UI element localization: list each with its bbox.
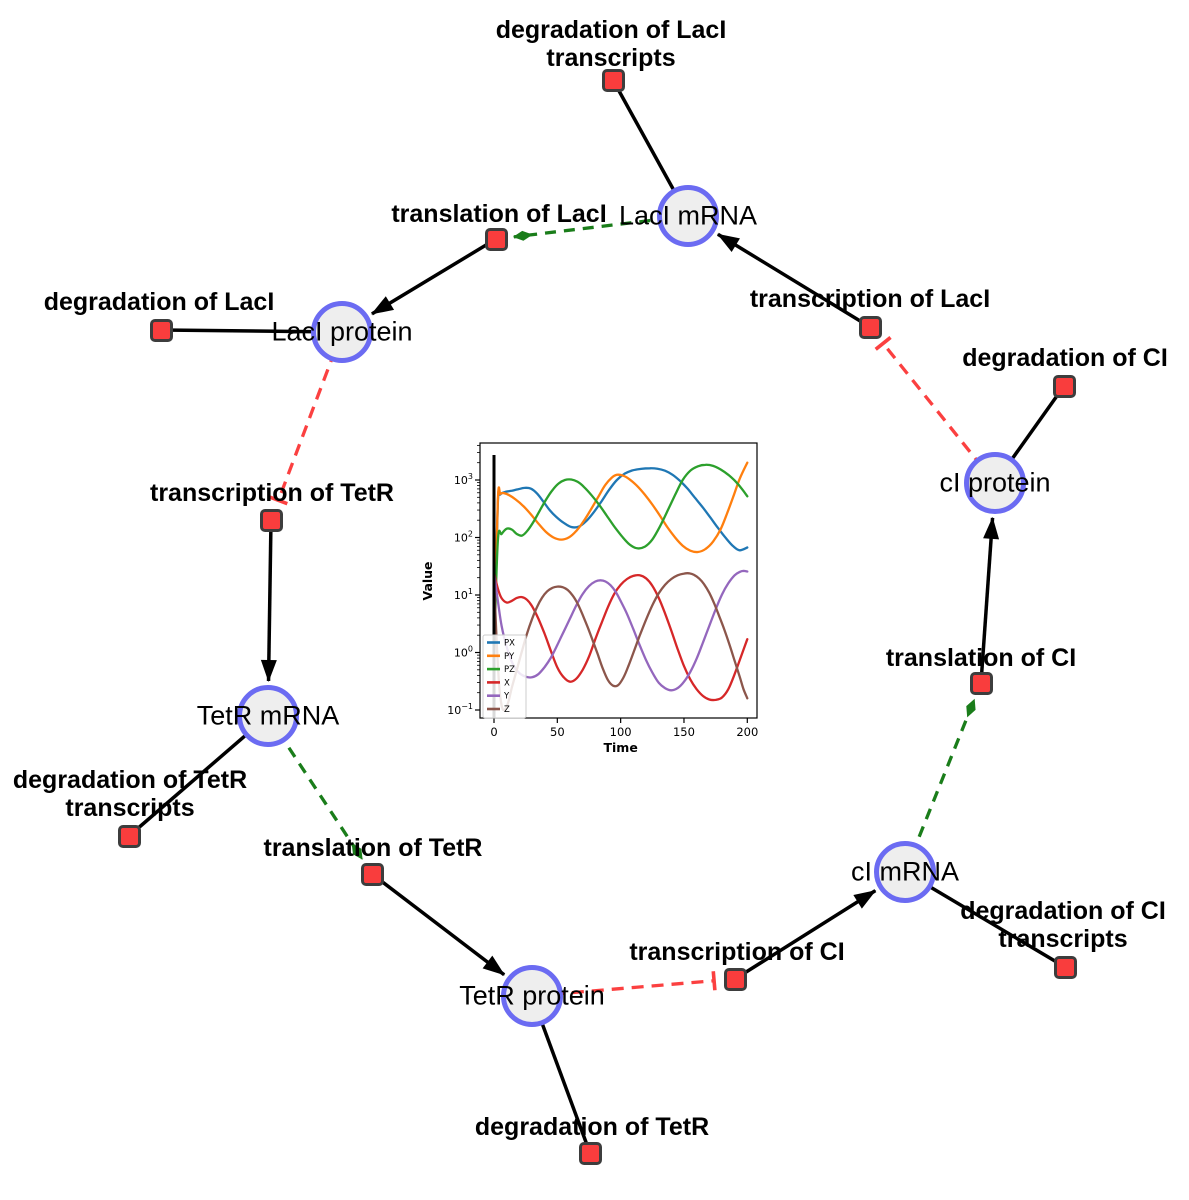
legend-label-PY: PY <box>504 652 515 662</box>
species-node-ci_mrna[interactable] <box>874 841 936 903</box>
chart-series-PX <box>492 467 749 657</box>
reaction-label-transcription_laci: transcription of LacI <box>749 285 991 313</box>
reaction-label-translation_laci: translation of LacI <box>391 200 607 228</box>
chart-series-X <box>492 570 749 702</box>
legend-label-PX: PX <box>504 639 515 649</box>
legend-label-Y: Y <box>503 692 510 702</box>
x-tick-label: 100 <box>610 725 632 739</box>
edge-product-translation_tetr-tetr_protein <box>370 872 506 977</box>
reaction-label-translation_tetr: translation of TetR <box>263 834 483 862</box>
y-tick-label: 10−1 <box>447 702 473 717</box>
reaction-node-transcription_ci[interactable] <box>723 967 747 991</box>
y-tick-label: 101 <box>454 587 473 602</box>
edge-product-transcription_ci-ci_mrna <box>734 889 877 981</box>
reaction-node-deg_laci_tx[interactable] <box>601 68 625 92</box>
reaction-label-deg_tetr_tx: degradation of TetR transcripts <box>12 766 248 822</box>
reaction-node-transcription_tetr[interactable] <box>259 508 283 532</box>
edge-product-translation_laci-laci_protein <box>371 237 497 316</box>
edge-product-transcription_tetr-tetr_mrna <box>260 519 277 683</box>
reaction-label-deg_laci_tx: degradation of LacI transcripts <box>495 16 727 72</box>
reaction-label-transcription_ci: transcription of CI <box>629 938 845 966</box>
reaction-label-translation_ci: translation of CI <box>885 644 1077 672</box>
reaction-label-deg_ci_tx: degradation of CI transcripts <box>960 897 1166 953</box>
species-node-tetr_mrna[interactable] <box>237 685 299 747</box>
legend-label-Z: Z <box>504 705 510 715</box>
edge-reactant-ci_mrna-deg_ci_tx <box>904 870 1066 969</box>
x-tick-label: 200 <box>736 725 758 739</box>
reaction-node-deg_tetr_tx[interactable] <box>117 824 141 848</box>
y-tick-label: 103 <box>454 472 473 487</box>
chart-series-PZ <box>492 463 749 657</box>
reaction-node-deg_ci[interactable] <box>1052 374 1076 398</box>
species-label-laci_mrna: LacI mRNA <box>618 200 758 231</box>
reaction-node-translation_tetr[interactable] <box>360 862 384 886</box>
reaction-label-deg_laci: degradation of LacI <box>43 288 275 316</box>
x-tick-label: 150 <box>673 725 695 739</box>
timecourse-plot: 0 50 100 150 200 Time 10−1 100 101 102 103 Value PX P… <box>418 430 770 762</box>
legend-label-X: X <box>504 678 510 688</box>
edge-product-translation_ci-ci_protein <box>979 516 1000 684</box>
reaction-label-deg_tetr: degradation of TetR <box>474 1113 710 1141</box>
plot-svg: 0 50 100 150 200 Time 10−1 100 101 102 103 Value PX P… <box>420 442 758 755</box>
reaction-node-deg_tetr[interactable] <box>578 1141 602 1165</box>
reaction-node-deg_laci[interactable] <box>149 318 173 342</box>
reaction-label-deg_ci: degradation of CI <box>962 344 1168 372</box>
y-tick-label: 100 <box>454 645 473 660</box>
x-tick-label: 0 <box>490 725 497 739</box>
edge-product-transcription_laci-laci_mrna <box>716 232 871 329</box>
reaction-node-translation_laci[interactable] <box>484 227 508 251</box>
species-node-laci_protein[interactable] <box>311 301 373 363</box>
species-label-ci_mrna: cI mRNA <box>851 856 959 887</box>
reaction-node-deg_ci_tx[interactable] <box>1053 955 1077 979</box>
species-node-laci_mrna[interactable] <box>657 185 719 247</box>
y-tick-label: 102 <box>454 530 473 545</box>
chart-series-Y <box>492 569 749 692</box>
reaction-node-transcription_laci[interactable] <box>858 315 882 339</box>
species-node-tetr_protein[interactable] <box>501 965 563 1027</box>
chart-series-PY <box>492 461 749 657</box>
reaction-label-transcription_tetr: transcription of TetR <box>150 479 394 507</box>
species-label-tetr_protein: TetR protein <box>459 980 605 1011</box>
species-label-laci_protein: LacI protein <box>271 316 413 347</box>
legend-label-PZ: PZ <box>504 665 515 675</box>
y-axis-label: Value <box>420 561 435 600</box>
x-axis-label: Time <box>603 740 637 755</box>
reaction-node-translation_ci[interactable] <box>969 671 993 695</box>
species-node-ci_protein[interactable] <box>964 452 1026 514</box>
species-label-tetr_mrna: TetR mRNA <box>196 700 340 731</box>
species-label-ci_protein: cI protein <box>939 467 1051 498</box>
edge-modifier-ci_mrna-translation_ci <box>903 698 976 873</box>
x-tick-label: 50 <box>550 725 565 739</box>
